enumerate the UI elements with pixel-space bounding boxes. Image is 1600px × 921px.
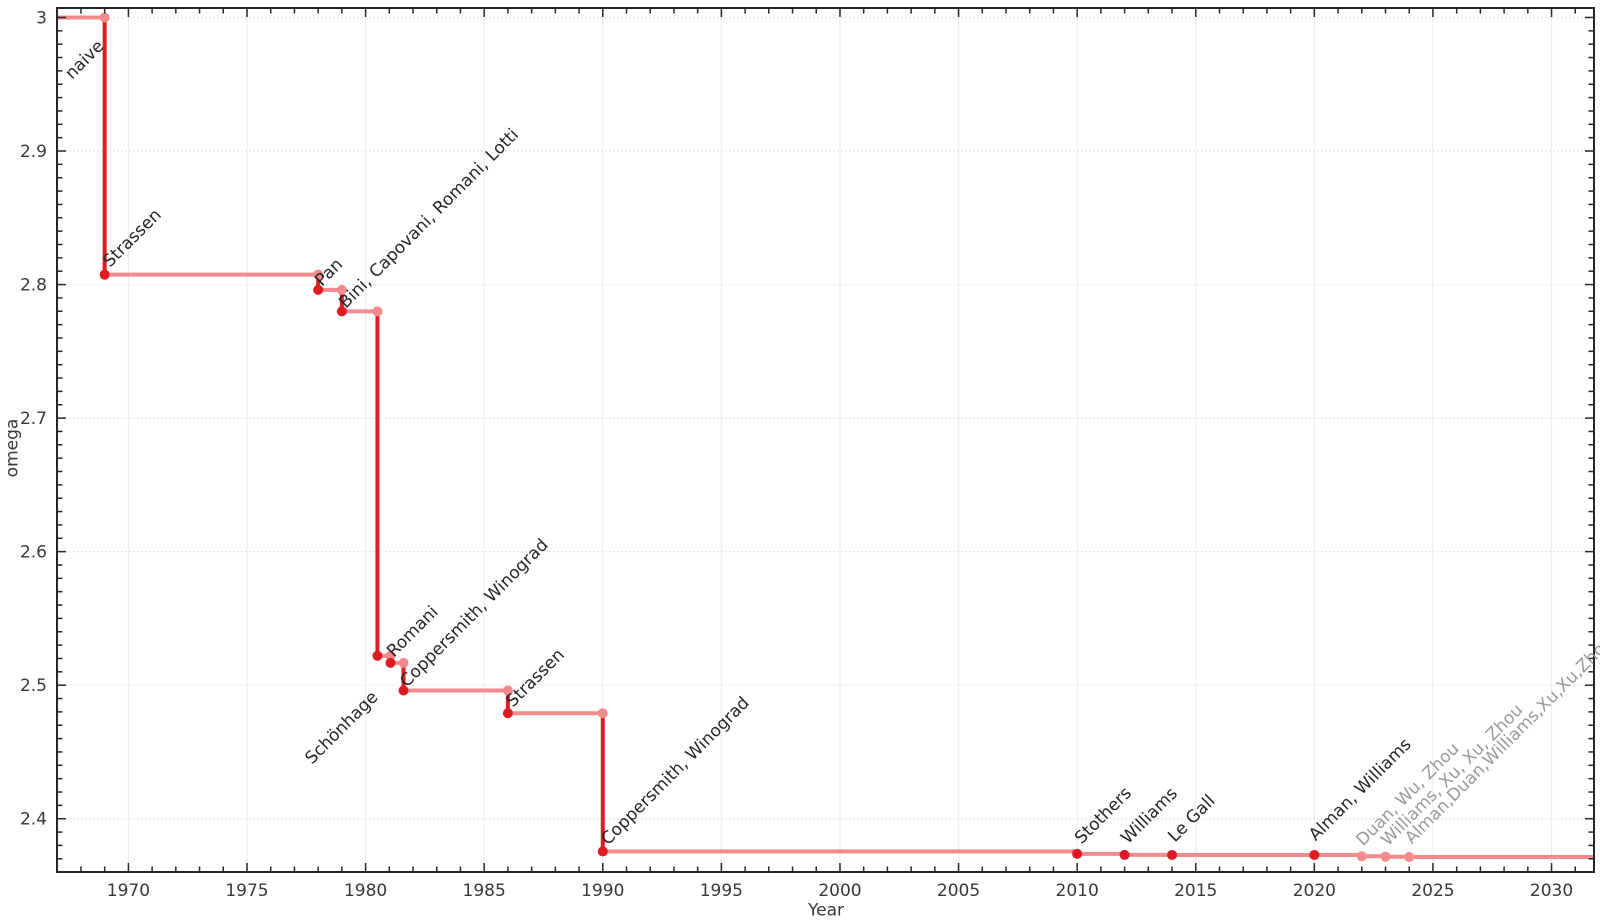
step-corner-dot <box>313 269 324 280</box>
y-axis-title: omega <box>2 418 23 478</box>
annotation-label: Williams, Xu, Xu, Zhou <box>1377 700 1527 850</box>
record-dot <box>1309 849 1320 860</box>
step-corner-dot <box>336 284 347 295</box>
step-corner-dot <box>597 708 608 719</box>
record-dot <box>1380 851 1391 862</box>
record-dot <box>1404 851 1415 862</box>
annotation-label: Strassen <box>502 645 568 711</box>
x-tick-label: 1980 <box>344 881 387 901</box>
x-axis-title: Year <box>808 900 844 921</box>
y-tick-label: 3 <box>36 8 47 28</box>
y-tick-label: 2.5 <box>20 676 47 696</box>
x-tick-label: 1970 <box>107 881 150 901</box>
annotation-label: Alman,Duan,Williams,Xu,Xu,Zhou <box>1401 632 1600 848</box>
record-dot <box>336 306 347 317</box>
x-tick-label: 1990 <box>581 881 624 901</box>
step-corner-dot <box>99 12 110 23</box>
record-dot <box>385 657 396 668</box>
y-tick-label: 2.6 <box>20 543 47 563</box>
step-corner-dot <box>385 650 396 661</box>
step-corner-dot <box>502 685 513 696</box>
y-tick-label: 2.8 <box>20 276 47 296</box>
plot-frame <box>56 7 1595 873</box>
record-dot <box>1167 849 1178 860</box>
record-dot <box>502 708 513 719</box>
record-dot <box>1119 849 1130 860</box>
record-dot <box>1356 851 1367 862</box>
y-tick-label: 2.7 <box>20 409 47 429</box>
x-tick-label: 2000 <box>818 881 861 901</box>
record-dot <box>597 846 608 857</box>
y-tick-label: 2.9 <box>20 142 47 162</box>
step-corner-dot <box>372 306 383 317</box>
record-dot <box>313 284 324 295</box>
x-tick-label: 2015 <box>1174 881 1217 901</box>
x-tick-label: 2020 <box>1293 881 1336 901</box>
record-dot <box>398 685 409 696</box>
y-tick-label: 2.4 <box>20 810 47 830</box>
annotation-label: naive <box>61 37 108 84</box>
record-dot <box>99 269 110 280</box>
x-tick-label: 1985 <box>463 881 506 901</box>
step-corner-dot <box>398 657 409 668</box>
x-tick-label: 1975 <box>225 881 268 901</box>
x-tick-label: 2025 <box>1411 881 1454 901</box>
x-tick-label: 2010 <box>1056 881 1099 901</box>
annotation-label: Coppersmith, Winograd <box>597 693 753 849</box>
annotation-label: Strassen <box>99 205 165 271</box>
x-tick-label: 2030 <box>1530 881 1573 901</box>
x-tick-label: 2005 <box>937 881 980 901</box>
record-dot <box>372 650 383 661</box>
record-dot <box>1072 848 1083 859</box>
annotation-label: Schönhage <box>301 687 382 768</box>
x-tick-label: 1995 <box>700 881 743 901</box>
